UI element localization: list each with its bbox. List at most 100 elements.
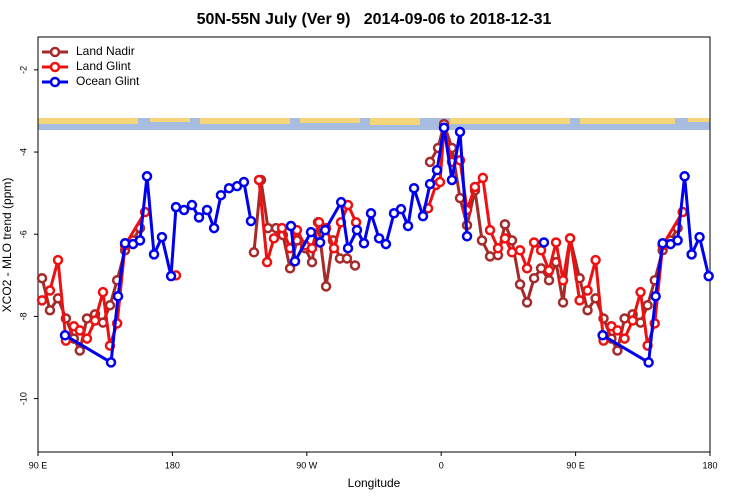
data-point (582, 304, 593, 316)
data-point (261, 256, 273, 268)
data-point (492, 242, 504, 254)
data-point (619, 313, 630, 324)
data-point (550, 237, 562, 248)
data-point (679, 171, 690, 182)
data-point (597, 330, 608, 341)
x-tick-label: 90 E (566, 460, 585, 470)
data-point (380, 238, 392, 250)
data-point (408, 182, 420, 194)
y-tick-label: -4 (18, 148, 28, 156)
x-tick-label: 90 E (29, 460, 48, 470)
data-point (590, 254, 601, 266)
data-point (44, 304, 56, 316)
data-point (521, 297, 533, 308)
legend-marker (49, 76, 61, 88)
data-point (642, 300, 653, 311)
data-point (335, 196, 347, 208)
data-point (320, 281, 332, 292)
data-point (314, 237, 326, 248)
data-point (328, 242, 340, 254)
data-point (351, 224, 363, 236)
data-point (238, 176, 250, 188)
data-point (245, 215, 257, 227)
data-point (424, 156, 436, 168)
data-point (36, 295, 48, 306)
map-strip (38, 118, 710, 130)
data-point (499, 219, 511, 230)
data-point (306, 242, 318, 254)
data-point (564, 233, 576, 244)
data-point (165, 270, 177, 282)
data-point (223, 182, 235, 194)
data-point (557, 297, 569, 308)
data-point (619, 333, 630, 344)
data-point (341, 253, 353, 264)
data-point (74, 325, 86, 336)
data-point (134, 235, 146, 246)
data-point (52, 254, 64, 266)
legend-label: Ocean Glint (76, 74, 140, 88)
data-point (612, 325, 623, 336)
data-point (446, 174, 458, 186)
chart-title: 50N-55N July (Ver 9) 2014-09-06 to 2018-… (197, 11, 552, 28)
x-tick-label: 180 (702, 460, 717, 470)
data-point (105, 357, 117, 368)
y-tick-label: -10 (18, 392, 28, 405)
x-tick-label: 90 W (296, 460, 318, 470)
data-point (424, 178, 436, 190)
data-point (476, 235, 488, 246)
data-point (358, 238, 370, 249)
x-tick-label: 180 (165, 460, 180, 470)
data-point (319, 224, 331, 236)
data-point (514, 245, 526, 256)
plot-frame (37, 36, 711, 453)
data-point (349, 260, 361, 271)
y-tick-label: -8 (18, 312, 28, 320)
data-point (454, 126, 466, 138)
legend-label: Land Glint (76, 59, 131, 73)
data-point (248, 247, 260, 258)
data-point (461, 231, 473, 242)
data-point (528, 237, 540, 248)
data-point (635, 286, 646, 298)
data-point (74, 345, 86, 356)
x-axis-label: Longitude (348, 476, 401, 490)
data-point (186, 199, 198, 211)
data-point (402, 220, 414, 232)
data-point (694, 231, 705, 243)
data-point (672, 235, 683, 246)
data-point (289, 256, 301, 267)
data-point (156, 231, 168, 243)
data-point (703, 270, 714, 282)
data-point (253, 174, 265, 186)
y-tick-label: -2 (18, 66, 28, 74)
data-point (574, 295, 585, 306)
data-point (543, 274, 555, 286)
data-point (365, 208, 377, 219)
legend-label: Land Nadir (76, 44, 135, 58)
data-point (81, 313, 93, 324)
legend-marker (49, 46, 61, 58)
data-point (612, 345, 623, 356)
data-point (469, 181, 481, 193)
data-point (643, 357, 654, 368)
data-point (36, 272, 48, 284)
data-point (514, 279, 526, 290)
data-point (215, 189, 227, 201)
data-point (557, 274, 569, 286)
data-point (97, 286, 109, 298)
data-point (582, 285, 593, 296)
data-point (148, 249, 160, 260)
data-point (89, 315, 101, 326)
data-point (276, 222, 288, 234)
data-point (305, 226, 317, 238)
data-point (686, 249, 697, 260)
data-point (438, 122, 450, 134)
data-point (627, 315, 638, 326)
data-point (141, 171, 153, 182)
y-tick-label: -6 (18, 230, 28, 238)
data-point (59, 330, 71, 341)
data-point (201, 204, 213, 216)
